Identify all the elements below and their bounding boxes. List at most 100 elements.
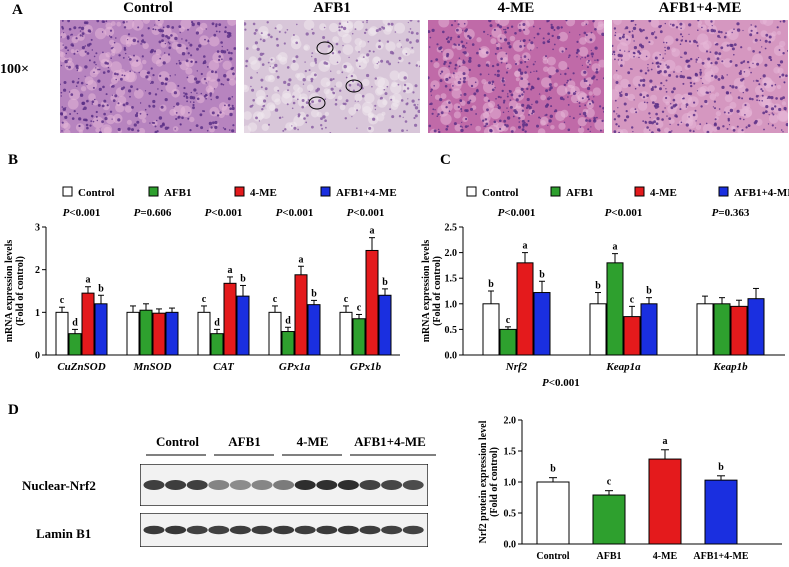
nucleus-dot: [311, 125, 314, 129]
legend-swatch: [466, 186, 477, 197]
nucleus-dot: [62, 44, 64, 46]
nucleus-dot: [188, 111, 190, 114]
nucleus-dot: [648, 20, 652, 23]
nucleus-dot: [407, 98, 409, 100]
nucleus-dot: [536, 47, 538, 49]
nucleus-dot: [139, 112, 142, 115]
nucleus-dot: [276, 44, 280, 47]
nucleus-dot: [445, 77, 449, 82]
nucleus-dot: [552, 48, 554, 51]
nucleus-dot: [666, 65, 670, 69]
bar: [223, 282, 237, 356]
x-category-label: CuZnSOD: [57, 361, 105, 373]
nucleus-dot: [329, 78, 333, 82]
histo-title-4me: 4-ME: [497, 0, 535, 16]
nucleus-dot: [733, 53, 735, 56]
nucleus-dot: [314, 73, 317, 77]
tissue-light-spot: [639, 49, 651, 61]
bar: [210, 333, 224, 356]
nucleus-dot: [193, 77, 198, 81]
nucleus-dot: [530, 88, 533, 91]
nucleus-dot: [457, 43, 461, 46]
tissue-light-spot: [103, 126, 112, 133]
nucleus-dot: [591, 55, 594, 58]
nucleus-dot: [75, 85, 78, 87]
nucleus-dot: [589, 38, 593, 42]
nucleus-dot: [229, 112, 233, 117]
nucleus-dot: [314, 57, 317, 61]
nucleus-dot: [744, 103, 747, 107]
tissue-light-spot: [131, 60, 143, 72]
tissue-light-spot: [308, 93, 320, 104]
y-tick-label: 1: [35, 308, 40, 319]
nucleus-dot: [187, 117, 190, 120]
nucleus-dot: [620, 91, 623, 93]
tissue-light-spot: [171, 41, 180, 50]
nucleus-dot: [649, 129, 651, 131]
nucleus-dot: [647, 63, 649, 66]
nucleus-dot: [259, 52, 264, 56]
tissue-light-spot: [433, 62, 440, 69]
nucleus-dot: [381, 26, 384, 29]
histology-texture-2: [428, 20, 604, 133]
nucleus-dot: [70, 93, 74, 96]
nucleus-dot: [617, 59, 620, 61]
nucleus-dot: [505, 52, 508, 55]
nucleus-dot: [441, 51, 443, 53]
nucleus-dot: [695, 120, 697, 122]
tissue-light-spot: [496, 51, 508, 63]
nucleus-dot: [344, 117, 347, 120]
blot-group-afb1: AFB1: [228, 434, 261, 449]
nucleus-dot: [524, 60, 527, 63]
nucleus-dot: [758, 99, 761, 102]
legend-label: AFB1+4-ME: [734, 187, 789, 199]
tissue-light-spot: [691, 76, 699, 83]
nucleus-dot: [90, 114, 94, 118]
nucleus-dot: [113, 41, 116, 44]
nucleus-dot: [665, 96, 668, 100]
nucleus-dot: [76, 112, 79, 115]
nucleus-dot: [81, 46, 85, 50]
nucleus-dot: [432, 108, 435, 111]
nucleus-dot: [717, 34, 720, 38]
tissue-light-spot: [123, 20, 135, 30]
tissue-light-spot: [509, 35, 516, 42]
nucleus-dot: [417, 98, 420, 101]
nucleus-dot: [117, 127, 121, 132]
nucleus-dot: [412, 91, 415, 94]
nucleus-dot: [166, 25, 170, 29]
x-category-label: MnSOD: [133, 361, 172, 373]
nucleus-dot: [81, 101, 86, 106]
nucleus-dot: [282, 116, 284, 118]
nucleus-dot: [666, 46, 670, 50]
nucleus-dot: [714, 118, 717, 121]
nucleus-dot: [315, 89, 319, 93]
p-value-label: P<0.001: [276, 207, 314, 219]
tissue-light-spot: [434, 94, 441, 100]
nucleus-dot: [538, 93, 541, 95]
nucleus-dot: [663, 85, 665, 87]
nucleus-dot: [311, 28, 313, 31]
y-axis-label-unit: (Fold of control): [432, 256, 443, 326]
nucleus-dot: [734, 86, 738, 89]
nucleus-dot: [458, 57, 461, 59]
nucleus-dot: [714, 43, 717, 46]
tissue-light-spot: [592, 87, 602, 96]
nucleus-dot: [772, 113, 775, 116]
nucleus-dot: [105, 93, 108, 96]
nucleus-dot: [231, 106, 235, 111]
nucleus-dot: [638, 56, 640, 59]
nucleus-dot: [785, 74, 788, 77]
nucleus-dot: [471, 43, 475, 46]
nucleus-dot: [533, 36, 536, 39]
tissue-light-spot: [142, 20, 150, 24]
nucleus-dot: [770, 96, 774, 100]
nucleus-dot: [632, 26, 637, 31]
nucleus-dot: [103, 112, 106, 116]
nucleus-dot: [283, 42, 286, 45]
nucleus-dot: [81, 32, 85, 35]
nucleus-dot: [183, 92, 185, 94]
tissue-light-spot: [110, 42, 122, 54]
nucleus-dot: [699, 123, 702, 125]
nucleus-dot: [403, 76, 407, 80]
